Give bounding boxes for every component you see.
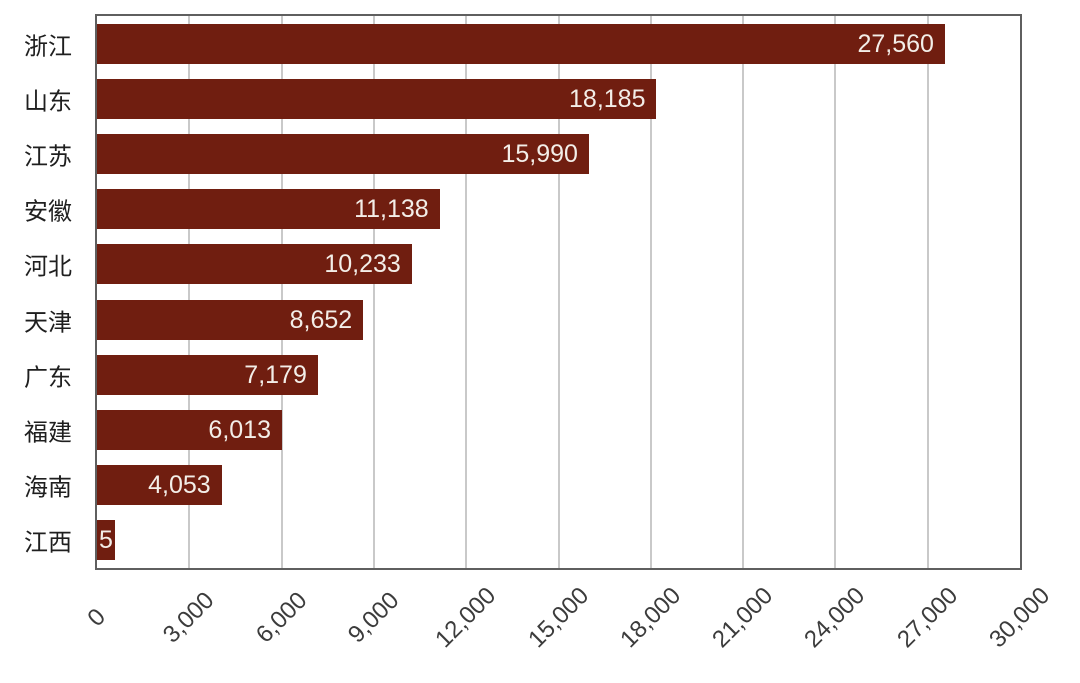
category-label: 浙江 [24, 33, 72, 61]
bar-row: 7,179 [97, 347, 1020, 402]
bar-value-label: 15,990 [501, 139, 578, 168]
bar: 7,179 [97, 354, 318, 395]
y-axis: 浙江山东江苏安徽河北天津广东福建海南江西 [0, 14, 80, 570]
gridline [649, 16, 652, 568]
x-tick-label: 12,000 [430, 582, 502, 654]
category-label: 天津 [24, 309, 72, 337]
bar-row: 10,233 [97, 237, 1020, 292]
gridline [926, 16, 929, 568]
bar-row: 27,560 [97, 16, 1020, 71]
bar: 4,053 [97, 465, 222, 506]
bar-value-label: 6,013 [208, 415, 271, 444]
bar-value-label: 27,560 [857, 29, 934, 58]
gridline [280, 16, 283, 568]
x-tick-label: 27,000 [891, 582, 963, 654]
bar-value-label: 7,179 [244, 360, 307, 389]
gridline [557, 16, 560, 568]
x-tick-label: 18,000 [614, 582, 686, 654]
x-tick-label: 0 [82, 603, 111, 632]
category-label: 江苏 [24, 143, 72, 171]
x-tick-label: 15,000 [522, 582, 594, 654]
x-tick-label: 9,000 [342, 586, 405, 649]
bar: 18,185 [97, 78, 657, 119]
x-tick-label: 30,000 [984, 582, 1056, 654]
bar: 6,013 [97, 409, 282, 450]
bar-row: 5 [97, 513, 1020, 568]
x-tick-label: 24,000 [799, 582, 871, 654]
bar-value-label: 8,652 [289, 305, 353, 334]
x-tick-label: 6,000 [250, 586, 313, 649]
bar-value-label: 10,233 [324, 250, 401, 279]
gridline [834, 16, 837, 568]
bar: 8,652 [97, 299, 364, 340]
bar: 11,138 [97, 189, 440, 230]
gridline [465, 16, 468, 568]
bar-value-label: 11,138 [354, 195, 429, 224]
category-label: 海南 [24, 474, 72, 502]
gridline [372, 16, 375, 568]
category-label: 福建 [24, 419, 72, 447]
x-tick-label: 3,000 [158, 586, 220, 649]
bar-row: 8,652 [97, 292, 1020, 347]
category-label: 安徽 [24, 198, 72, 226]
plot-area: 27,560 18,185 15,990 11,138 10,233 8,652 7,179… [95, 14, 1022, 570]
bar-value-label: 4,053 [148, 471, 211, 500]
bar: 5 [97, 520, 115, 561]
bar-row: 11,138 [97, 182, 1020, 237]
category-label: 河北 [24, 253, 72, 281]
bar: 27,560 [97, 23, 945, 64]
bar-value-label: 18,185 [569, 84, 646, 113]
bar: 15,990 [97, 133, 589, 174]
x-tick-label: 21,000 [707, 582, 779, 654]
bar-value-label: 5 [98, 526, 113, 555]
category-label: 江西 [24, 529, 72, 557]
bar: 10,233 [97, 244, 412, 285]
gridline [742, 16, 745, 568]
bar-row: 15,990 [97, 126, 1020, 181]
bar-row: 6,013 [97, 402, 1020, 457]
gridline [188, 16, 191, 568]
bar-row: 4,053 [97, 458, 1020, 513]
category-label: 广东 [24, 364, 72, 392]
category-label: 山东 [24, 88, 72, 116]
bar-row: 18,185 [97, 71, 1020, 126]
